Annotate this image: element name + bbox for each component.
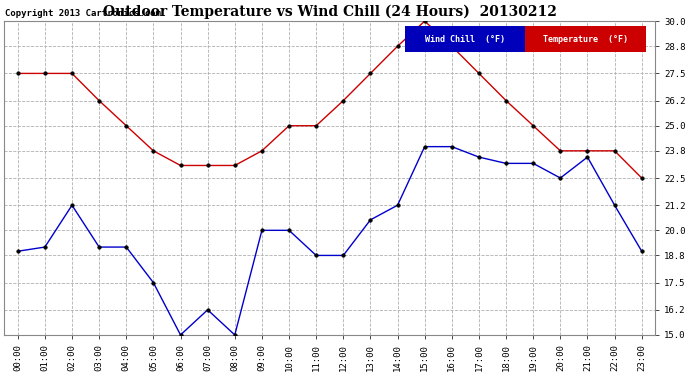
Title: Outdoor Temperature vs Wind Chill (24 Hours)  20130212: Outdoor Temperature vs Wind Chill (24 Ho…: [103, 4, 557, 18]
Text: Copyright 2013 Cartronics.com: Copyright 2013 Cartronics.com: [6, 9, 161, 18]
